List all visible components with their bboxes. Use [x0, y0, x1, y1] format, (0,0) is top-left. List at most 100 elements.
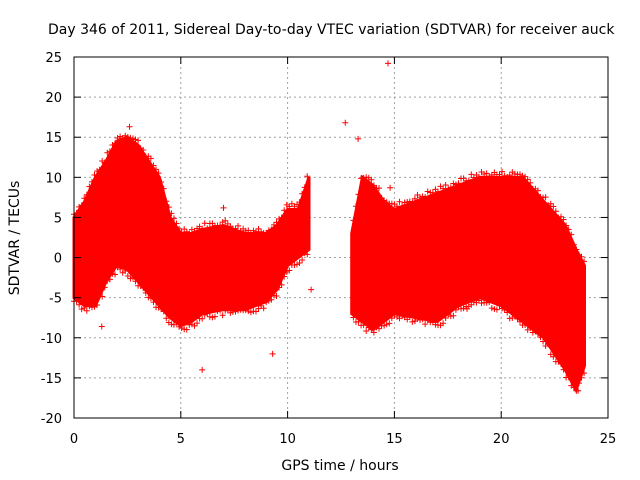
data-point: [404, 199, 411, 206]
data-point: [176, 225, 183, 232]
data-point: [106, 276, 113, 283]
data-point: [496, 171, 503, 178]
data-point: [406, 313, 413, 320]
data-point: [483, 299, 490, 306]
data-point: [201, 311, 208, 318]
data-point: [217, 222, 224, 229]
data-point: [506, 172, 513, 179]
data-point: [250, 227, 257, 234]
data-point: [419, 316, 426, 323]
data-point: [419, 193, 426, 200]
x-tick-label: 25: [600, 432, 617, 447]
data-point: [94, 168, 101, 175]
data-point: [488, 305, 495, 312]
data-point: [514, 315, 521, 322]
data-point: [396, 198, 403, 205]
data-point: [540, 338, 547, 345]
outlier-point: [412, 314, 419, 321]
data-point: [237, 306, 244, 313]
data-point: [381, 322, 388, 329]
data-point: [273, 219, 280, 226]
data-point: [186, 321, 193, 328]
data-point: [99, 158, 106, 165]
data-point: [360, 322, 367, 329]
data-point: [368, 326, 375, 333]
data-point: [360, 174, 367, 181]
data-point: [550, 353, 557, 360]
data-point: [286, 267, 293, 274]
data-point: [235, 307, 242, 314]
data-point: [296, 199, 303, 206]
data-point: [160, 185, 167, 192]
data-point: [281, 207, 288, 214]
data-point: [452, 306, 459, 313]
data-point: [99, 293, 106, 300]
data-point: [522, 173, 529, 180]
data-point: [519, 172, 526, 179]
y-tick-label: 5: [54, 211, 62, 226]
data-point: [486, 299, 493, 306]
data-point: [568, 231, 575, 238]
data-point: [465, 177, 472, 184]
data-point: [524, 176, 531, 183]
data-point: [547, 200, 554, 207]
data-point: [581, 258, 588, 265]
data-point: [363, 327, 370, 334]
data-point: [552, 208, 559, 215]
data-point: [153, 166, 160, 173]
data-point: [301, 184, 308, 191]
data-point: [183, 326, 190, 333]
data-point: [245, 227, 252, 234]
data-point: [373, 324, 380, 331]
data-point: [81, 305, 88, 312]
outlier-point: [126, 123, 133, 130]
plot-frame: [73, 56, 609, 419]
data-point: [247, 230, 254, 237]
data-point: [516, 318, 523, 325]
data-point: [160, 308, 167, 315]
data-point: [470, 299, 477, 306]
outlier-point: [342, 119, 349, 126]
data-point: [214, 308, 221, 315]
data-point: [368, 176, 375, 183]
data-point: [550, 203, 557, 210]
y-tick-labels: -20 -15 -10 -5 0 5 10 15 20 25: [41, 51, 62, 427]
data-point: [570, 384, 577, 391]
x-tick-labels: 0 5 10 15 20 25: [70, 432, 616, 447]
data-point: [191, 228, 198, 235]
data-point: [232, 308, 239, 315]
data-point: [573, 246, 580, 253]
data-point: [378, 194, 385, 201]
y-tick-label: -5: [49, 292, 62, 307]
data-point: [350, 314, 357, 321]
data-point: [258, 228, 265, 235]
data-point: [101, 159, 108, 166]
data-point: [163, 198, 170, 205]
data-point: [186, 230, 193, 237]
data-point: [73, 209, 80, 216]
data-point: [393, 313, 400, 320]
data-point: [247, 309, 254, 316]
data-point: [299, 256, 306, 263]
outlier-point: [308, 286, 315, 293]
data-point: [560, 216, 567, 223]
data-point: [158, 179, 165, 186]
x-axis-label: GPS time / hours: [281, 458, 398, 474]
data-point: [168, 321, 175, 328]
y-tick-label: -10: [41, 332, 62, 347]
data-point: [245, 308, 252, 315]
y-axis-label: SDTVAR / TECUs: [7, 181, 23, 296]
outlier-point: [269, 350, 276, 357]
outlier-point: [199, 366, 206, 373]
data-point: [124, 134, 131, 141]
data-point: [94, 301, 101, 308]
data-point: [301, 250, 308, 257]
data-point: [383, 321, 390, 328]
data-point: [165, 204, 172, 211]
data-point: [496, 302, 503, 309]
data-point: [263, 299, 270, 306]
chart-title: Day 346 of 2011, Sidereal Day-to-day VTE…: [48, 22, 615, 38]
data-point: [432, 321, 439, 328]
data-point: [173, 220, 180, 227]
